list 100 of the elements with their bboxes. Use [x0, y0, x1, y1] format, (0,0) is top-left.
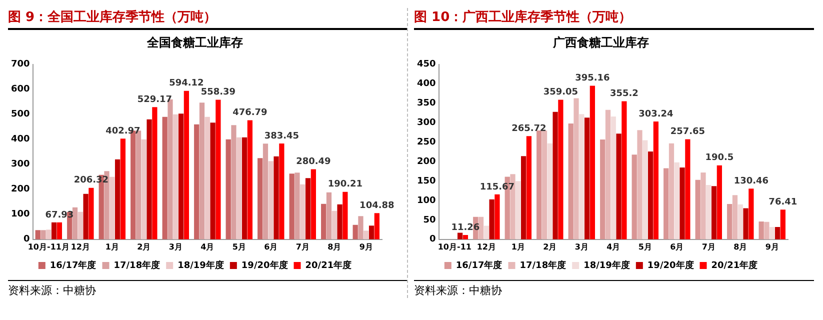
bar — [622, 101, 627, 240]
bar — [40, 230, 46, 240]
x-tick-label: 2月 — [137, 242, 151, 252]
bar — [72, 207, 78, 240]
bar — [637, 130, 642, 240]
bar — [173, 114, 178, 240]
bar — [526, 136, 532, 240]
bar — [574, 98, 579, 240]
bar — [520, 156, 526, 240]
legend-label: 17/18年度 — [114, 260, 160, 271]
data-label: 115.67 — [480, 182, 515, 192]
bar — [146, 119, 152, 240]
bar — [478, 216, 484, 240]
legend-label: 17/18年度 — [520, 260, 566, 271]
bar — [199, 102, 205, 240]
bar — [300, 184, 306, 240]
legend-label: 16/17年度 — [50, 260, 96, 271]
bar — [579, 114, 584, 240]
x-tick-label: 10月-11月 — [28, 242, 70, 252]
x-tick-label: 4月 — [200, 242, 214, 252]
data-label: 257.65 — [670, 127, 706, 138]
bar — [332, 210, 337, 240]
bar — [732, 195, 738, 240]
bar — [616, 134, 622, 240]
x-tick-label: 8月 — [734, 242, 748, 252]
bar — [743, 208, 748, 240]
bar — [542, 130, 548, 240]
x-tick-label: 8月 — [328, 242, 342, 252]
y-tick-label: 450 — [416, 60, 436, 70]
x-tick-label: 12月 — [476, 242, 496, 252]
bar — [358, 216, 364, 240]
x-tick-label: 6月 — [670, 242, 684, 252]
bar — [294, 172, 300, 240]
y-tick-label: 200 — [416, 156, 436, 167]
bar — [258, 158, 263, 240]
legend-label: 20/21年度 — [305, 260, 352, 271]
bar — [342, 192, 348, 240]
bar — [711, 186, 717, 240]
data-label: 476.79 — [232, 108, 268, 118]
bar — [700, 172, 706, 240]
y-tick-label: 400 — [416, 79, 436, 90]
bar — [536, 130, 542, 240]
y-tick-label: 0 — [24, 234, 30, 245]
x-tick-label: 2月 — [543, 242, 557, 252]
y-tick-label: 500 — [10, 110, 30, 120]
x-tick-label: 9月 — [765, 242, 779, 252]
y-tick-label: 250 — [416, 138, 436, 148]
bar — [46, 230, 52, 240]
bar — [268, 161, 274, 240]
bar — [141, 139, 146, 240]
data-label: 76.41 — [768, 198, 798, 208]
x-tick-label: 3月 — [574, 242, 588, 252]
bar — [35, 230, 40, 240]
bar — [552, 112, 558, 240]
bar — [489, 199, 494, 240]
bar — [642, 140, 648, 240]
bar — [337, 204, 342, 240]
bar — [632, 154, 637, 240]
y-tick-label: 100 — [10, 210, 30, 220]
x-tick-label: 4月 — [606, 242, 620, 252]
data-label: 104.88 — [360, 201, 394, 212]
data-label: 395.16 — [575, 74, 610, 84]
bar — [664, 168, 669, 240]
y-tick-label: 150 — [416, 176, 436, 186]
chart-subtitle: 全国食糖工业库存 — [146, 35, 243, 50]
bar — [516, 181, 521, 240]
bar — [584, 118, 590, 240]
chart-subtitle: 广西食糖工业库存 — [552, 35, 649, 50]
bar — [352, 224, 358, 240]
bar — [605, 110, 611, 240]
bar — [727, 204, 732, 240]
bar — [216, 100, 221, 240]
data-label: 594.12 — [169, 78, 204, 89]
bar — [695, 180, 700, 240]
bar — [600, 139, 606, 240]
bar — [242, 137, 248, 240]
y-tick-label: 700 — [10, 60, 30, 70]
bar — [326, 192, 332, 240]
bar — [279, 144, 284, 240]
legend-label: 18/19年度 — [178, 260, 224, 271]
data-label: 280.49 — [296, 157, 331, 168]
data-label: 190.21 — [328, 180, 363, 190]
bar — [685, 139, 690, 240]
x-tick-label: 3月 — [168, 242, 182, 252]
y-tick-label: 300 — [10, 160, 30, 170]
bar — [274, 156, 279, 240]
bar — [321, 204, 326, 240]
bar — [262, 144, 268, 240]
bar — [610, 116, 616, 240]
bar — [110, 176, 115, 240]
bar — [494, 194, 500, 240]
bar — [310, 169, 316, 240]
data-label: 130.46 — [734, 176, 769, 187]
bar — [780, 210, 786, 240]
bar — [738, 204, 743, 240]
bar — [226, 139, 231, 240]
x-tick-label: 1月 — [105, 242, 119, 252]
legend-label: 18/19年度 — [584, 260, 630, 271]
bar — [88, 188, 94, 240]
data-label: 303.24 — [638, 109, 674, 120]
